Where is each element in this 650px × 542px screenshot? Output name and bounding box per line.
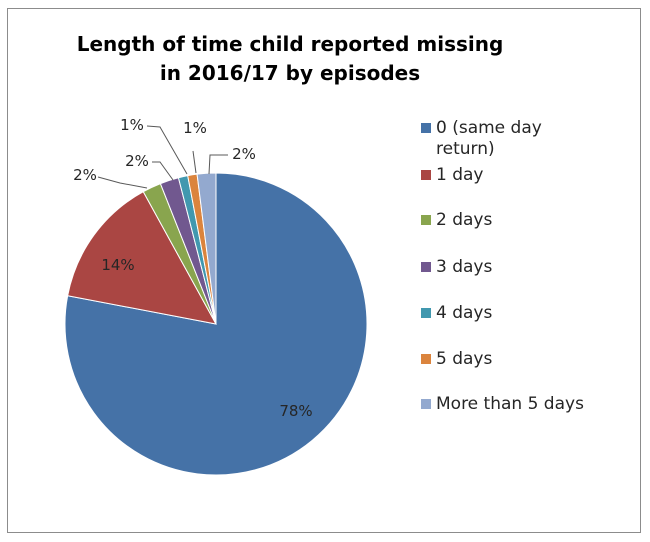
chart-title: Length of time child reported missing in… [0,30,580,88]
legend-swatch [421,123,431,133]
legend-label: 1 day [436,165,484,185]
data-label-5: 1% [120,116,144,134]
legend-swatch [421,215,431,225]
data-label-7: 2% [232,145,256,163]
legend-label: 3 days [436,257,493,277]
leader-line-6 [192,150,197,174]
pie-slice-2 [67,190,217,325]
pie-slice-7 [196,172,217,325]
leader-line-5 [146,125,188,175]
data-label-4: 2% [125,152,149,170]
legend-swatch [421,354,431,364]
leader-line-7 [208,154,228,175]
legend-label: More than 5 days [436,394,584,414]
chart-title-line-1: Length of time child reported missing [76,32,504,56]
data-label-2: 14% [101,256,134,274]
legend-swatch [421,262,431,272]
legend-label: 0 (same day return) [436,118,542,159]
legend-label: 4 days [436,303,493,323]
data-label-6: 1% [183,119,207,137]
pie-slice-1 [64,172,368,476]
leader-line-4 [152,161,174,181]
legend-label: 5 days [436,349,493,369]
legend-label: 2 days [436,210,493,230]
data-label-3: 2% [73,166,97,184]
leader-line-3 [97,176,148,189]
legend-swatch [421,399,431,409]
legend-swatch [421,308,431,318]
chart-title-line-2: in 2016/17 by episodes [159,61,421,85]
legend-swatch [421,170,431,180]
data-label-1: 78% [279,402,312,420]
